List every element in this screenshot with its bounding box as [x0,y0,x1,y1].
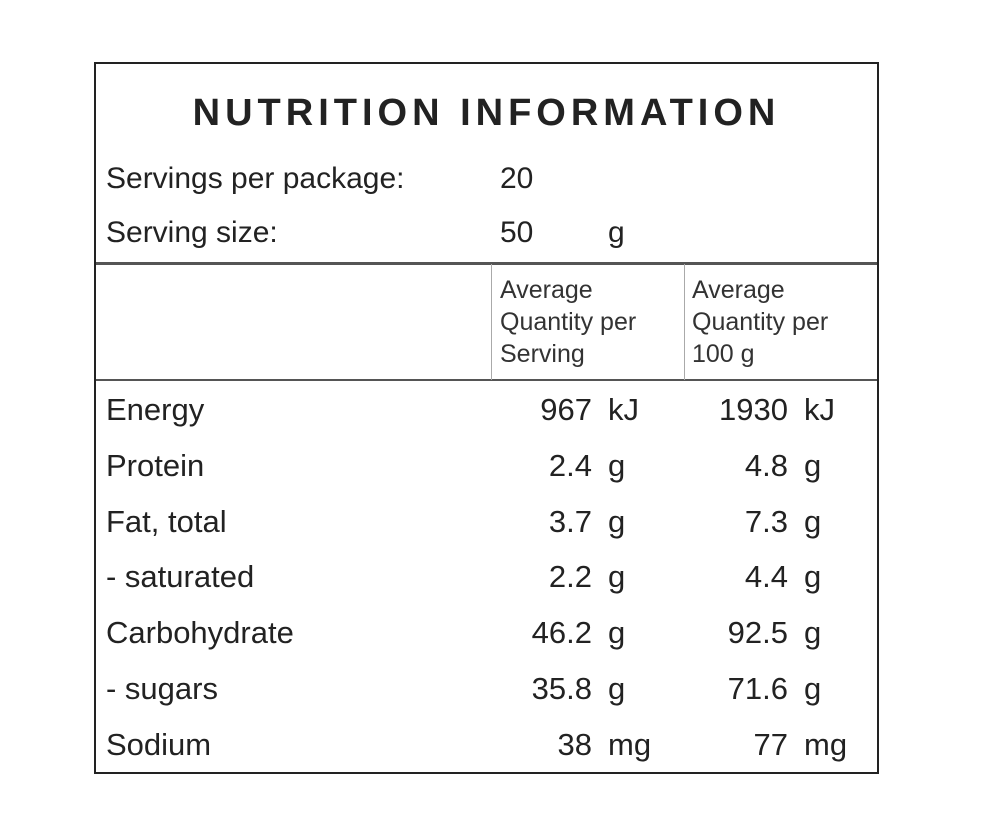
per-100g-unit: g [804,447,822,483]
divider [96,379,877,381]
per-serving-value: 46.2 [531,615,592,651]
per-serving-unit: g [608,559,626,595]
per-serving-unit: g [608,615,626,651]
nutrient-name: - saturated [106,559,255,595]
per-serving-value: 2.4 [548,447,592,483]
per-100g-unit: g [804,671,822,706]
per-serving-unit: g [608,671,626,706]
per-serving-value: 2.2 [548,559,592,595]
column-divider [491,264,492,380]
per-100g-unit: kJ [804,392,835,427]
per-100g-unit: g [804,615,822,651]
nutrient-name: - sugars [106,671,218,706]
column-divider [684,264,685,380]
per-serving-value: 35.8 [531,671,592,706]
column-header: Quantity per [500,308,637,336]
per-100g-value: 4.4 [744,559,788,595]
nutrient-name: Sodium [106,726,212,762]
per-100g-unit: mg [804,726,848,762]
serving-value: 50 [500,216,534,249]
per-100g-value: 4.8 [744,447,788,483]
serving-label: Serving size: [106,216,278,249]
column-header: Serving [500,340,585,368]
per-100g-unit: g [804,559,822,595]
nutrient-name: Carbohydrate [106,615,294,651]
per-100g-value: 71.6 [727,671,788,706]
per-serving-value: 967 [540,392,592,427]
per-serving-unit: g [608,447,626,483]
per-serving-value: 3.7 [548,503,592,539]
per-100g-value: 1930 [719,392,788,427]
per-100g-value: 92.5 [727,615,788,651]
column-header: Average [692,276,785,304]
per-serving-value: 38 [557,726,592,762]
nutrition-panel: NUTRITION INFORMATION Servings per packa… [94,62,879,774]
per-100g-value: 77 [753,726,788,762]
per-serving-unit: g [608,503,626,539]
nutrient-name: Protein [106,447,205,483]
serving-unit: g [608,216,625,249]
per-serving-unit: kJ [608,392,639,427]
divider [96,262,877,265]
per-100g-value: 7.3 [744,503,788,539]
per-serving-unit: mg [608,726,652,762]
serving-label: Servings per package: [106,162,405,195]
serving-value: 20 [500,162,534,195]
per-100g-unit: g [804,503,822,539]
title: NUTRITION INFORMATION [192,92,781,134]
nutrient-name: Fat, total [106,503,227,539]
nutrient-name: Energy [106,392,205,427]
column-header: Average [500,276,593,304]
column-header: Quantity per [692,308,829,336]
column-header: 100 g [692,340,755,368]
